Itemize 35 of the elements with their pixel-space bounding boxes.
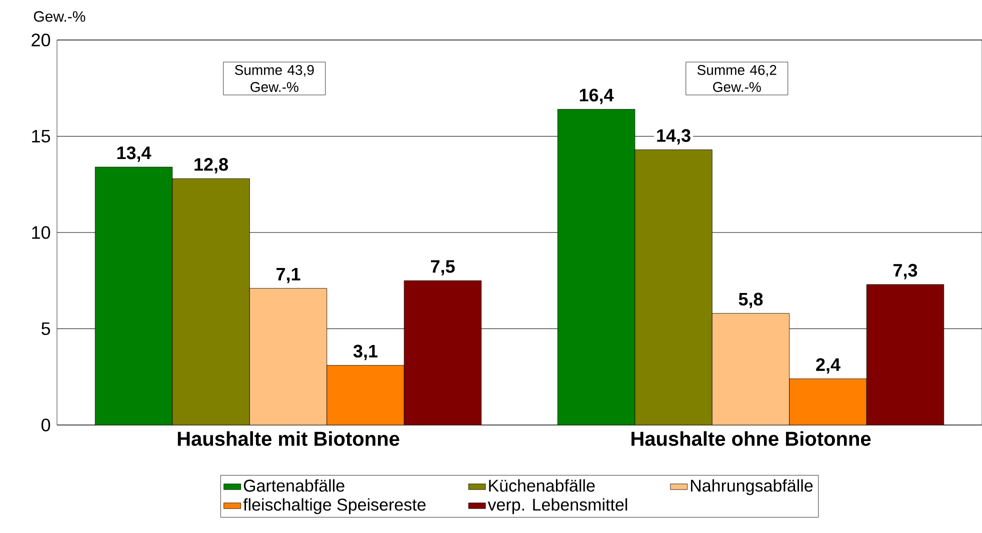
x-tick-label: Haushalte ohne Biotonne xyxy=(632,431,871,446)
bar xyxy=(866,284,944,425)
legend-label: Nahrungsabfälle xyxy=(690,479,813,496)
annotation: Summe 46,2 Gew.-% xyxy=(697,65,776,92)
y-axis-title: Gew.-% xyxy=(34,11,86,22)
bar xyxy=(404,280,482,425)
y-tick-label: 15 xyxy=(32,130,50,143)
bar xyxy=(712,313,790,425)
data-label: 5,8 xyxy=(738,292,763,308)
data-label: 7,3 xyxy=(894,264,918,280)
data-label: 3,1 xyxy=(353,344,378,360)
x-tick-label: Haushalte mit Biotonne xyxy=(178,431,400,446)
bar xyxy=(172,178,250,425)
annotation: Summe 43,9 Gew.-% xyxy=(234,65,314,92)
data-label: 14,3 xyxy=(657,129,690,145)
y-tick-label: 5 xyxy=(42,322,50,336)
y-tick-label: 0 xyxy=(41,418,50,432)
bar xyxy=(326,365,404,425)
y-tick-label: 20 xyxy=(32,34,50,46)
data-label: 7,5 xyxy=(431,260,455,276)
data-label: 16,4 xyxy=(580,88,614,104)
legend-label: verp. Lebensmittel xyxy=(488,498,628,514)
legend-label: Küchenabfälle xyxy=(489,479,595,492)
bar xyxy=(94,166,173,425)
bar xyxy=(249,288,328,425)
bar xyxy=(789,378,867,425)
data-label: 13,4 xyxy=(117,146,152,162)
legend-label: fleischaltige Speisereste xyxy=(243,498,426,514)
y-tick-label: 10 xyxy=(32,226,50,239)
data-label: 7,1 xyxy=(276,268,300,284)
legend-label: Gartenabfälle xyxy=(244,479,344,492)
data-label: 2,4 xyxy=(816,358,840,374)
bar xyxy=(634,150,712,425)
bar xyxy=(557,109,636,425)
data-label: 12,8 xyxy=(194,158,228,174)
